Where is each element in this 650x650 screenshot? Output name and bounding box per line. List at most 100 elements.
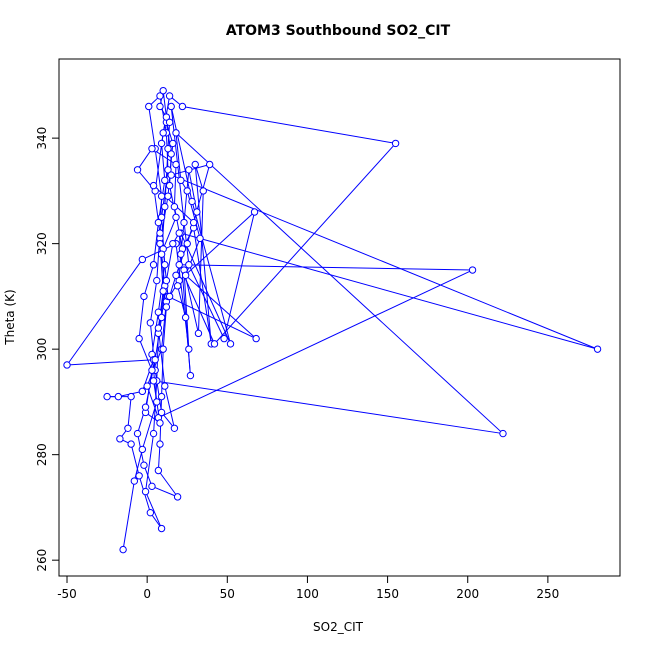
data-point xyxy=(391,139,400,148)
data-point xyxy=(141,487,150,496)
series-points-group xyxy=(63,86,602,554)
series-line-segment xyxy=(185,274,257,339)
data-point xyxy=(161,261,169,269)
series-line-segment xyxy=(162,306,167,350)
data-point xyxy=(177,250,185,258)
data-point xyxy=(153,276,161,285)
data-point xyxy=(140,292,148,301)
data-point xyxy=(220,334,228,343)
series-line-segment xyxy=(153,222,159,265)
series-line-segment xyxy=(179,264,473,271)
series-line-segment xyxy=(185,238,201,276)
series-line-segment xyxy=(175,132,504,434)
data-point xyxy=(162,303,171,311)
data-point xyxy=(162,113,171,121)
data-point xyxy=(175,261,183,269)
data-point xyxy=(178,102,187,111)
data-point xyxy=(169,239,177,248)
data-point xyxy=(156,229,164,237)
data-point xyxy=(157,139,166,148)
series-line-segment xyxy=(122,480,135,550)
data-point xyxy=(172,129,180,137)
data-point xyxy=(145,102,153,111)
series-line-segment xyxy=(177,285,187,318)
series-line-segment xyxy=(143,465,153,487)
data-point xyxy=(167,150,175,158)
data-point xyxy=(119,545,127,554)
data-point xyxy=(191,160,199,169)
data-point xyxy=(149,261,158,269)
data-point xyxy=(156,419,164,427)
series-line-segment xyxy=(66,259,143,366)
data-point xyxy=(159,345,167,353)
data-point xyxy=(153,398,161,406)
series-line-segment xyxy=(180,232,231,345)
series-line-segment xyxy=(153,380,504,435)
data-point xyxy=(172,271,180,279)
data-point xyxy=(148,482,156,491)
series-line-segment xyxy=(162,217,177,250)
data-point xyxy=(177,176,185,185)
series-line-segment xyxy=(66,359,154,366)
data-point xyxy=(149,377,158,385)
data-point xyxy=(185,345,193,353)
series-line-segment xyxy=(138,296,145,339)
data-point xyxy=(130,477,139,485)
data-point xyxy=(185,261,193,269)
data-point xyxy=(157,392,166,401)
data-point xyxy=(148,144,156,153)
data-point xyxy=(146,319,155,327)
data-point xyxy=(186,371,195,380)
data-point xyxy=(175,229,183,237)
data-point xyxy=(157,313,166,322)
data-point xyxy=(157,250,166,258)
series-line-segment xyxy=(214,143,396,345)
series-line-segment xyxy=(157,444,161,471)
series-line-segment xyxy=(173,164,177,207)
data-point xyxy=(210,340,219,348)
data-point xyxy=(154,324,163,332)
x-axis-label: SO2_CIT xyxy=(313,620,364,634)
data-point xyxy=(127,440,135,448)
data-point xyxy=(156,102,164,111)
data-point xyxy=(133,166,142,174)
series-line-segment xyxy=(127,396,132,429)
data-point xyxy=(156,440,164,448)
data-point xyxy=(161,203,169,211)
data-point xyxy=(127,392,135,401)
data-point xyxy=(135,472,143,480)
data-point xyxy=(167,171,175,179)
series-line-segment xyxy=(186,190,201,239)
series-line-segment xyxy=(180,232,598,350)
data-point xyxy=(143,382,151,390)
data-point xyxy=(181,271,190,279)
x-tick-label: 50 xyxy=(220,587,235,601)
data-point xyxy=(205,160,214,169)
data-point xyxy=(154,218,163,227)
series-line-segment xyxy=(194,164,204,192)
series-line-segment xyxy=(178,211,255,281)
series-line-segment xyxy=(171,174,598,350)
data-point xyxy=(157,213,166,221)
chart-title: ATOM3 Southbound SO2_CIT xyxy=(226,23,451,39)
data-point xyxy=(173,282,182,290)
series-line-segment xyxy=(165,243,174,281)
series-line-segment xyxy=(145,433,155,492)
x-tick-label: -50 xyxy=(57,587,77,601)
data-point xyxy=(157,192,166,200)
data-point xyxy=(148,366,156,374)
series-line-segment xyxy=(143,264,155,297)
data-point xyxy=(172,213,180,221)
data-point xyxy=(165,181,174,190)
data-point xyxy=(159,129,167,137)
data-point xyxy=(252,334,260,343)
data-point xyxy=(169,139,177,148)
data-point xyxy=(193,208,201,216)
data-point xyxy=(173,493,182,501)
series-line-group xyxy=(66,90,598,550)
data-point xyxy=(170,424,179,432)
series-line-segment xyxy=(191,201,231,345)
data-point xyxy=(499,429,507,438)
data-point xyxy=(154,466,163,475)
